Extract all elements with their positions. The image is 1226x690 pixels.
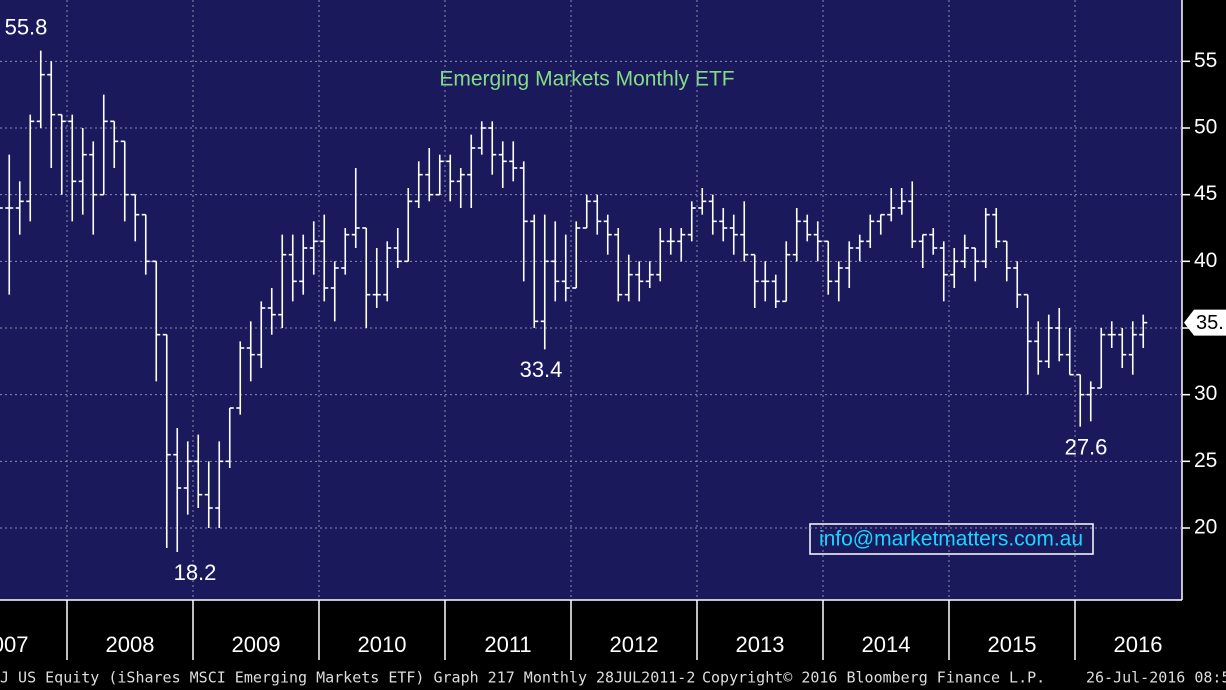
extreme-label: 18.2 [174,560,217,585]
y-tick-label: 45 [1194,182,1217,205]
x-tick-label: 2010 [358,632,407,657]
plot-area [0,0,1182,600]
y-tick-label: 20 [1194,516,1217,539]
extreme-label: 27.6 [1065,434,1108,459]
x-tick-label: 2014 [862,632,911,657]
x-tick-label: 2015 [988,632,1037,657]
x-tick-label: 2013 [736,632,785,657]
x-tick-label: 2007 [0,632,28,657]
last-price-tag [1184,309,1226,336]
x-tick-label: 2011 [484,632,531,657]
y-tick-label: 40 [1194,249,1217,272]
watermark-box [809,523,1094,555]
x-tick-label: 2009 [232,632,281,657]
footer-right: 26-Jul-2016 08:56 [1086,669,1226,687]
y-tick-label: 30 [1194,382,1217,405]
y-tick-label: 25 [1194,449,1217,472]
x-tick-label: 2016 [1114,632,1163,657]
watermark: info@marketmatters.com.au [819,528,1083,551]
x-tick-label: 2012 [610,632,659,657]
extreme-label: 33.4 [520,357,563,382]
extreme-label: 55.8 [5,14,48,39]
footer-left: J US Equity (iShares MSCI Emerging Marke… [0,669,695,687]
x-tick-label: 2008 [106,632,155,657]
footer-center: Copyright© 2016 Bloomberg Finance L.P. [702,669,1045,687]
chart-title: Emerging Markets Monthly ETF [439,68,734,91]
last-price-label: 35. [1196,312,1224,334]
y-tick-label: 50 [1194,116,1217,139]
y-tick-label: 55 [1194,49,1217,72]
